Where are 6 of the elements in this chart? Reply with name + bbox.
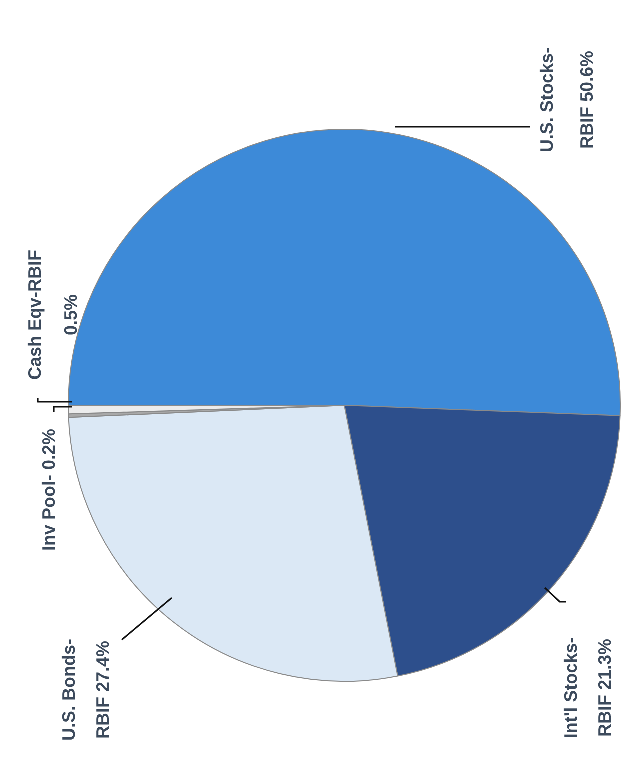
slice-label: Int'l Stocks-RBIF 21.3% <box>560 637 615 739</box>
slice-label: U.S. Stocks-RBIF 50.6% <box>536 47 597 153</box>
slice-label: Cash Eqv-RBIF <box>24 250 45 380</box>
data-label: 0.5% <box>60 294 81 336</box>
slice-label: U.S. Bonds-RBIF 27.4% <box>58 638 113 741</box>
slice-label: Inv Pool- 0.2% <box>38 428 59 552</box>
